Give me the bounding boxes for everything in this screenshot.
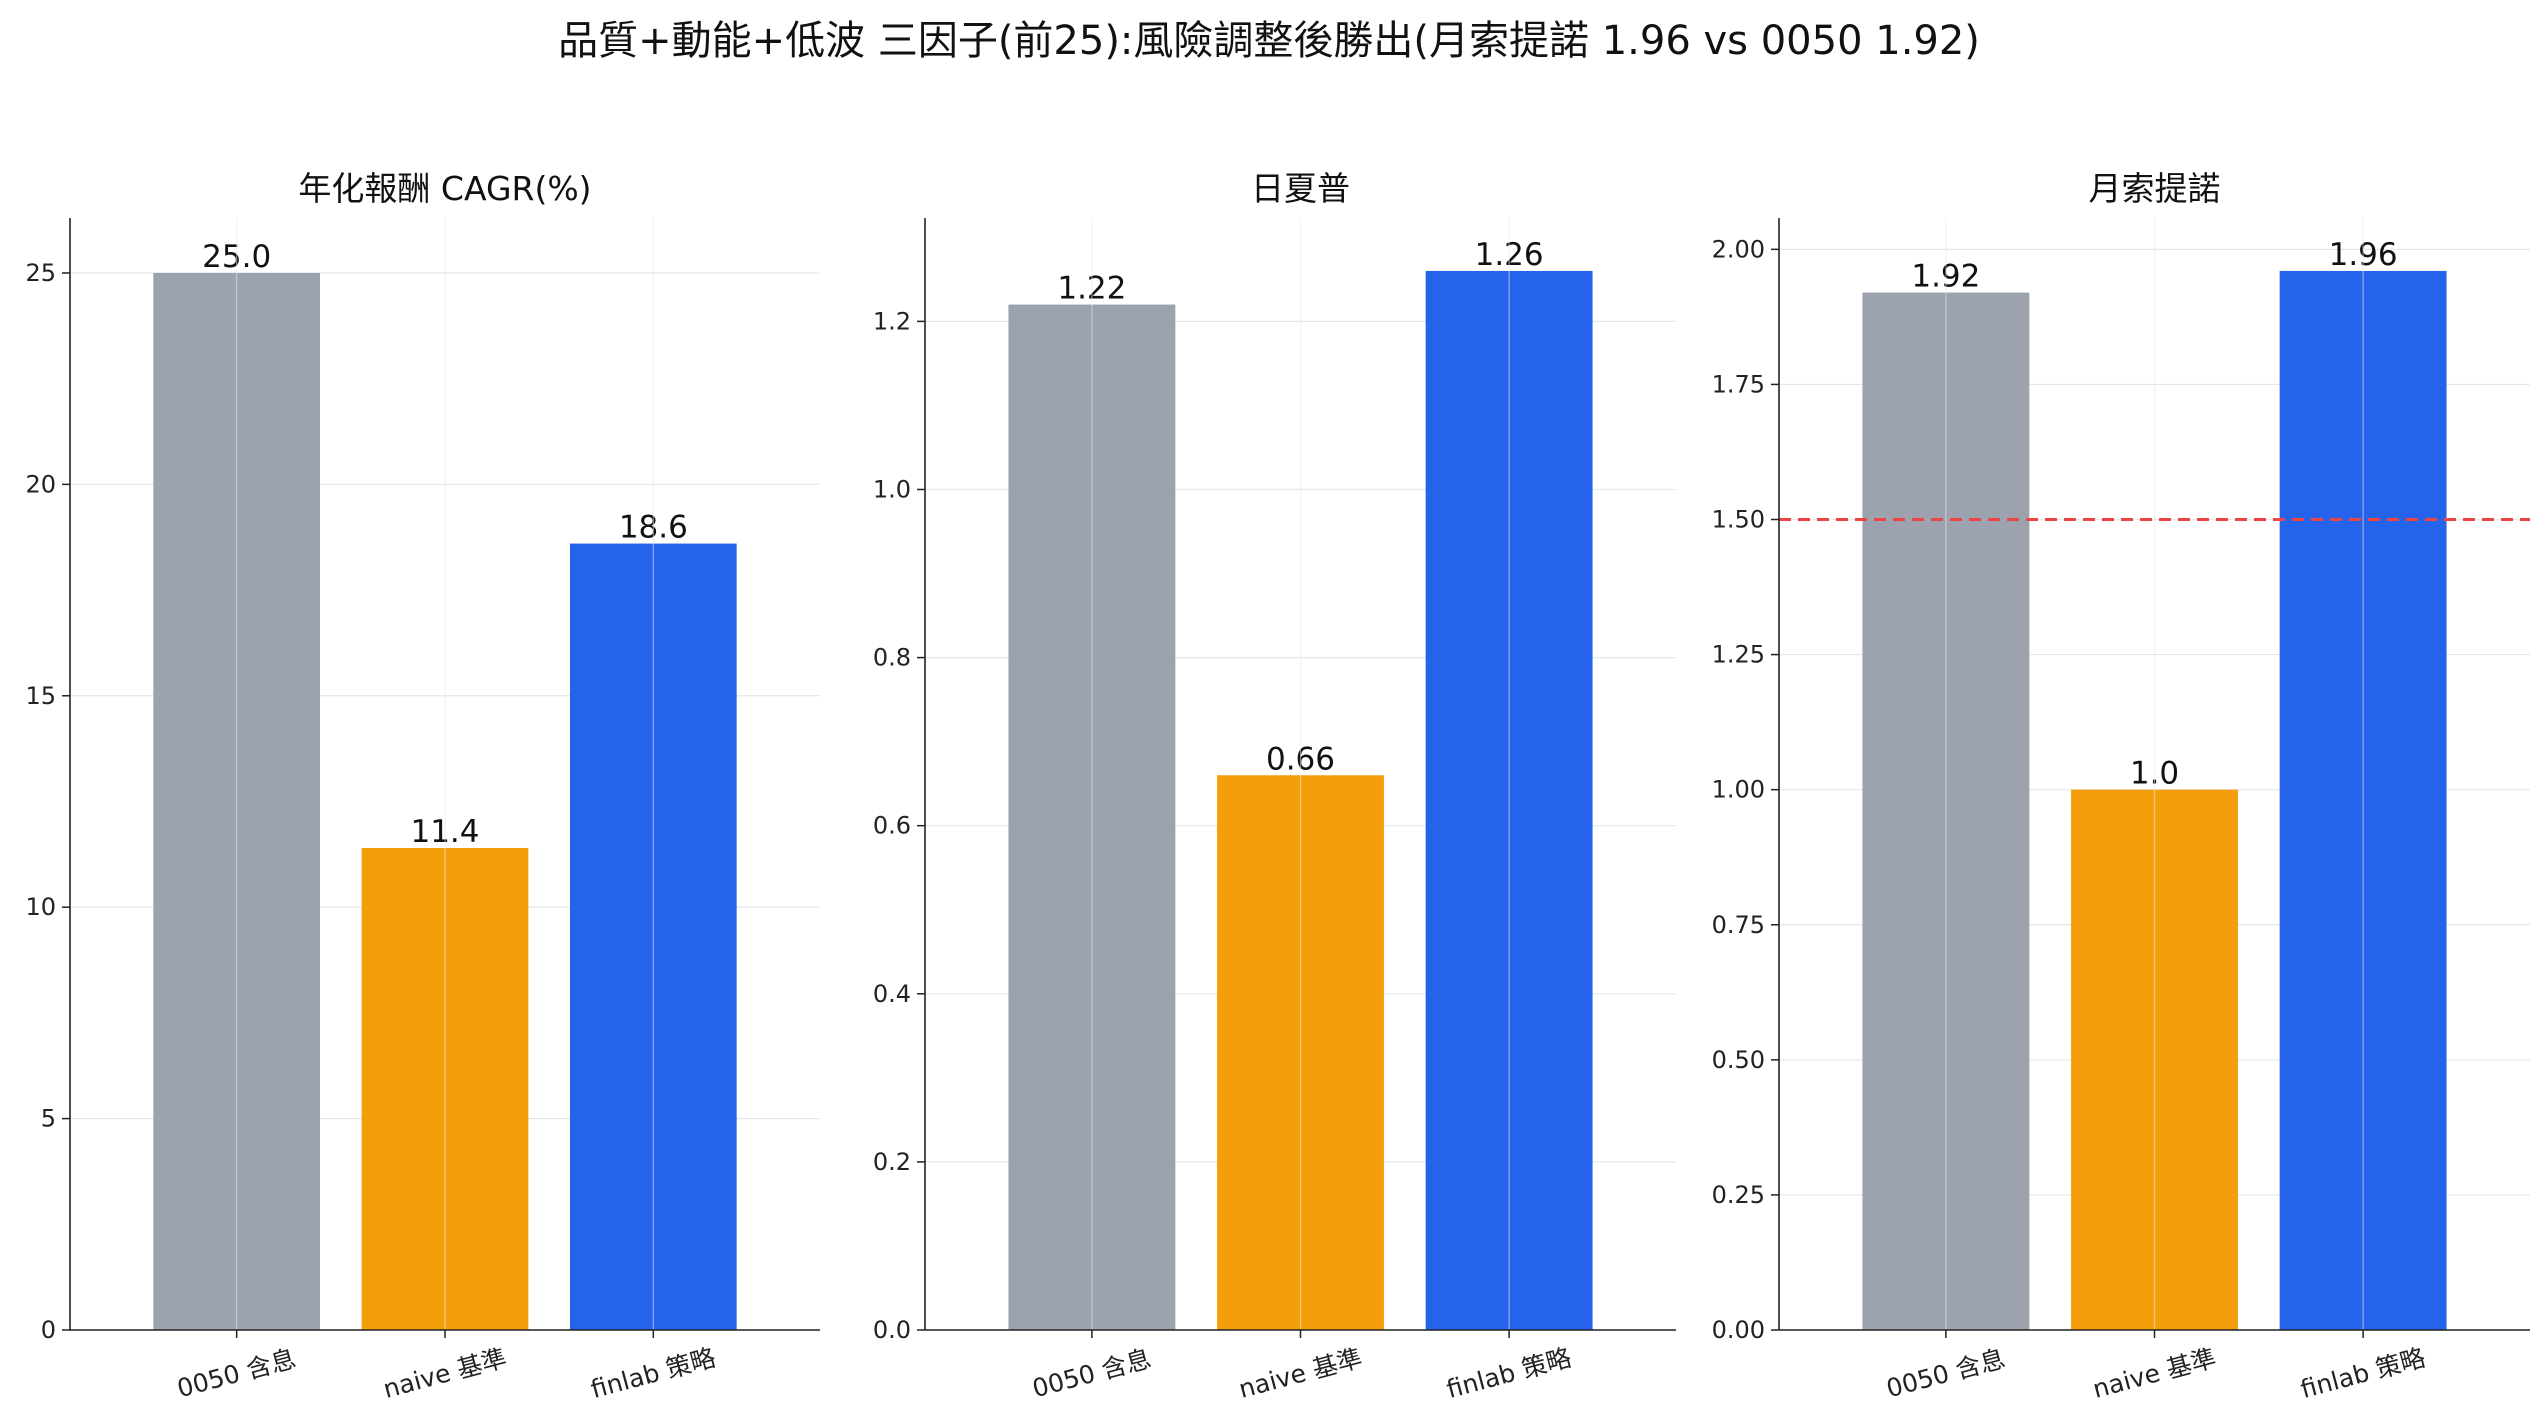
x-tick-label: finlab 策略 [588,1343,719,1404]
y-tick-label: 0.6 [873,812,911,840]
y-tick-label: 1.00 [1712,776,1765,804]
x-tick-label: 0050 含息 [174,1344,299,1403]
x-tick-label: naive 基準 [380,1343,509,1404]
y-tick-label: 0.50 [1712,1046,1765,1074]
y-tick-label: 0 [41,1316,56,1344]
x-tick-label: finlab 策略 [2298,1343,2429,1404]
y-tick-label: 0.75 [1712,911,1765,939]
y-tick-label: 0.25 [1712,1181,1765,1209]
panel-title: 日夏普 [1251,169,1350,208]
y-tick-label: 25 [25,259,56,287]
x-tick-label: 0050 含息 [1029,1344,1154,1403]
y-tick-label: 1.2 [873,307,911,335]
panel-title: 月索提諾 [2089,169,2221,208]
y-tick-label: 0.4 [873,980,911,1008]
y-tick-label: 20 [25,470,56,498]
y-tick-label: 1.25 [1712,641,1765,669]
y-tick-label: 0.2 [873,1148,911,1176]
y-tick-label: 0.0 [873,1316,911,1344]
y-tick-label: 10 [25,893,56,921]
x-tick-label: 0050 含息 [1883,1344,2008,1403]
y-tick-label: 1.75 [1712,370,1765,398]
figure-title: 品質+動能+低波 三因子(前25):風險調整後勝出(月索提諾 1.96 vs 0… [558,18,1980,64]
y-tick-label: 5 [41,1105,56,1133]
y-tick-label: 1.0 [873,475,911,503]
y-tick-label: 1.50 [1712,506,1765,534]
y-tick-label: 0.8 [873,644,911,672]
y-tick-label: 0.00 [1712,1316,1765,1344]
x-tick-label: naive 基準 [2090,1343,2219,1404]
y-tick-label: 2.00 [1712,235,1765,263]
x-tick-label: finlab 策略 [1444,1343,1575,1404]
panel-title: 年化報酬 CAGR(%) [298,169,591,208]
x-tick-label: naive 基準 [1236,1343,1365,1404]
y-tick-label: 15 [25,682,56,710]
